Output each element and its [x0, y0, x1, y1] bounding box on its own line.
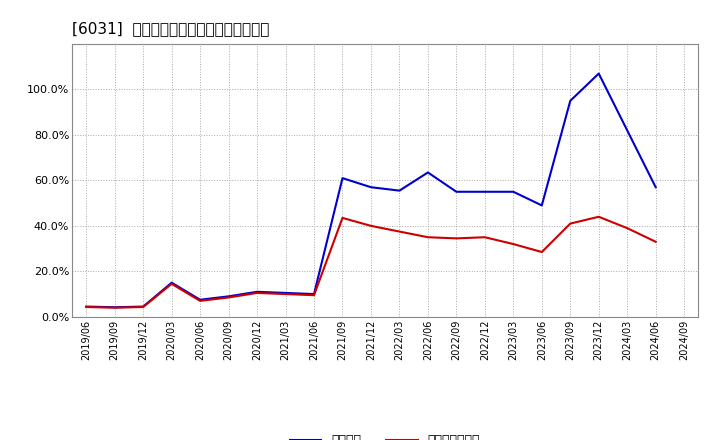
固定比率: [110, 304, 119, 310]
Line: 固定比率: 固定比率: [86, 73, 656, 307]
固定長期適合率: [566, 221, 575, 226]
固定比率: [282, 290, 290, 296]
固定長期適合率: [282, 291, 290, 297]
固定比率: [395, 188, 404, 193]
固定長期適合率: [423, 235, 432, 240]
固定比率: [167, 280, 176, 285]
固定長期適合率: [395, 229, 404, 234]
固定長期適合率: [623, 225, 631, 231]
固定比率: [366, 185, 375, 190]
Legend: 固定比率, 固定長期適合率: 固定比率, 固定長期適合率: [285, 429, 485, 440]
固定比率: [509, 189, 518, 194]
固定長期適合率: [196, 298, 204, 304]
固定長期適合率: [652, 239, 660, 244]
固定長期適合率: [480, 235, 489, 240]
固定比率: [253, 289, 261, 294]
Line: 固定長期適合率: 固定長期適合率: [86, 217, 656, 308]
固定比率: [225, 294, 233, 299]
固定長期適合率: [253, 290, 261, 296]
固定長期適合率: [509, 242, 518, 247]
固定長期適合率: [338, 215, 347, 220]
固定比率: [82, 304, 91, 309]
固定比率: [623, 128, 631, 133]
固定比率: [310, 291, 318, 297]
固定比率: [595, 71, 603, 76]
固定比率: [537, 203, 546, 208]
固定長期適合率: [366, 223, 375, 228]
固定長期適合率: [537, 249, 546, 255]
Text: [6031]  固定比率、固定長期適合率の推移: [6031] 固定比率、固定長期適合率の推移: [72, 21, 269, 36]
固定長期適合率: [110, 305, 119, 310]
固定比率: [480, 189, 489, 194]
固定長期適合率: [82, 304, 91, 310]
固定長期適合率: [452, 236, 461, 241]
固定比率: [139, 304, 148, 309]
固定長期適合率: [139, 304, 148, 310]
固定比率: [452, 189, 461, 194]
固定比率: [338, 176, 347, 181]
固定比率: [196, 297, 204, 302]
固定比率: [423, 170, 432, 175]
固定長期適合率: [595, 214, 603, 220]
固定比率: [566, 98, 575, 103]
固定長期適合率: [225, 295, 233, 300]
固定長期適合率: [167, 281, 176, 286]
固定比率: [652, 185, 660, 190]
固定長期適合率: [310, 293, 318, 298]
